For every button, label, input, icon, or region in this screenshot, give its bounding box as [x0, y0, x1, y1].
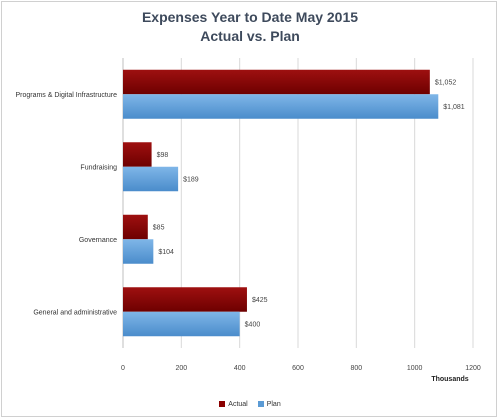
bars	[123, 69, 439, 337]
bar-actual	[123, 214, 148, 240]
bar-actual	[123, 69, 430, 95]
category-label: General and administrative	[33, 309, 117, 316]
bar-plan	[123, 311, 240, 337]
bar-actual	[123, 287, 247, 312]
x-tick-label: 200	[175, 365, 187, 372]
x-tick-label: 600	[292, 365, 304, 372]
category-label: Fundraising	[80, 164, 117, 171]
data-label: $1,081	[443, 104, 465, 111]
category-label: Governance	[79, 237, 117, 244]
labels: 0 200 400 600 800 1000 1200 Thousands Programs &…	[15, 80, 480, 384]
legend-swatch-actual	[219, 401, 226, 408]
legend-swatch-plan	[257, 401, 264, 408]
chart-subtitle: Actual vs. Plan	[200, 28, 300, 44]
chart-title: Expenses Year to Date May 2015	[141, 9, 359, 25]
legend-label-plan: Plan	[266, 401, 281, 408]
legend-item-plan: Plan	[257, 401, 281, 408]
legend-label-actual: Actual	[228, 401, 248, 408]
data-label: $85	[153, 225, 165, 232]
x-tick-label: 1000	[407, 365, 423, 372]
data-label: $189	[183, 177, 199, 184]
data-label: $1,052	[435, 80, 457, 87]
x-tick-label: 400	[234, 365, 246, 372]
bar-actual	[123, 142, 152, 167]
bar-plan	[123, 239, 154, 264]
data-label: $425	[252, 297, 268, 304]
legend: Actual Plan	[0, 401, 500, 408]
x-axis-label: Thousands	[431, 376, 468, 383]
chart-title-block: Expenses Year to Date May 2015 Actual vs…	[0, 8, 500, 46]
legend-item-actual: Actual	[219, 401, 248, 408]
category-label: Programs & Digital Infrastructure	[15, 92, 117, 99]
data-label: $104	[158, 249, 174, 256]
bar-plan	[123, 166, 179, 192]
x-tick-label: 800	[350, 365, 362, 372]
x-tick-label: 0	[121, 365, 125, 372]
x-tick-label: 1200	[465, 365, 481, 372]
bar-plan	[123, 94, 439, 119]
data-label: $98	[157, 152, 169, 159]
data-label: $400	[245, 322, 261, 329]
